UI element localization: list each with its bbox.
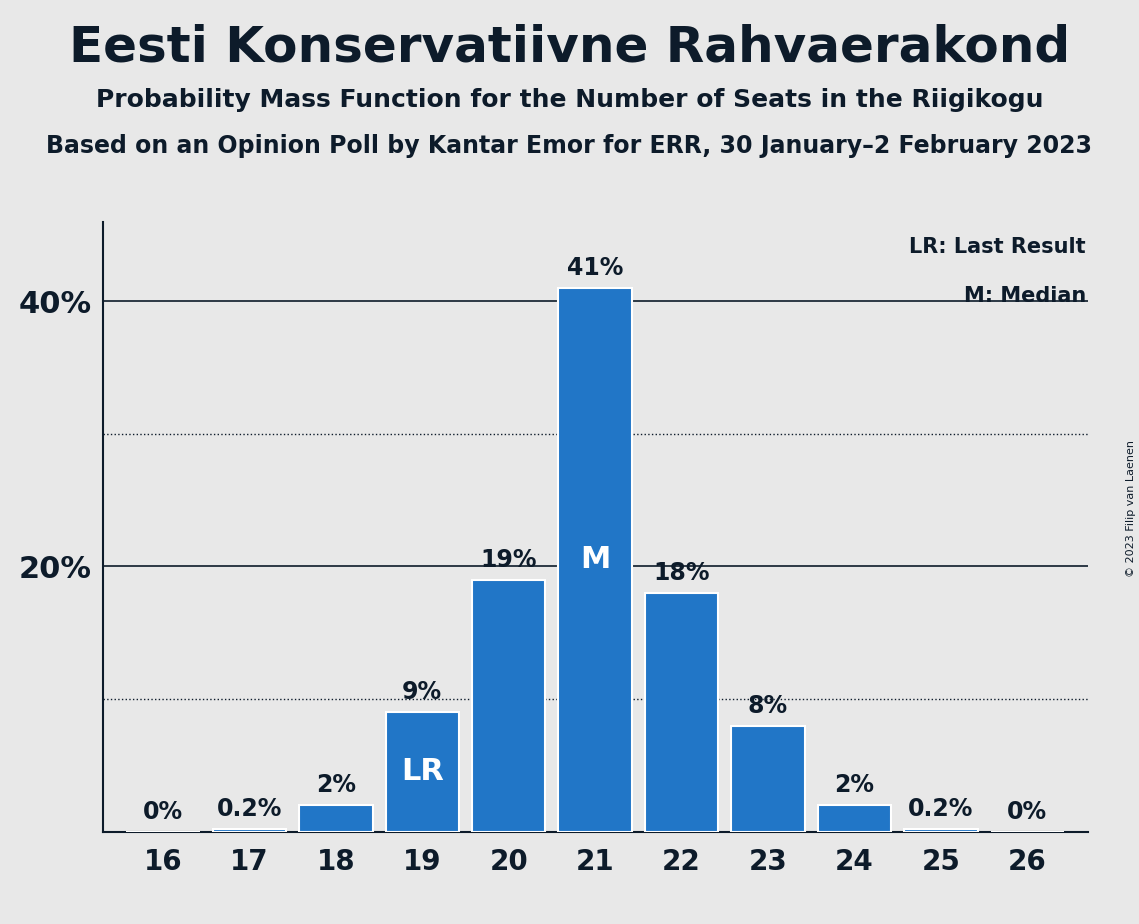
Text: M: Median: M: Median <box>964 286 1085 306</box>
Text: 0%: 0% <box>1007 799 1048 823</box>
Text: 2%: 2% <box>835 773 875 797</box>
Text: 2%: 2% <box>316 773 355 797</box>
Text: 18%: 18% <box>654 561 710 585</box>
Text: M: M <box>580 545 611 575</box>
Bar <box>645 593 719 832</box>
Text: © 2023 Filip van Laenen: © 2023 Filip van Laenen <box>1126 440 1136 577</box>
Text: 8%: 8% <box>748 694 788 718</box>
Bar <box>300 805 372 832</box>
Text: 9%: 9% <box>402 680 442 704</box>
Text: 19%: 19% <box>481 548 536 572</box>
Bar <box>385 712 459 832</box>
Bar <box>472 579 546 832</box>
Text: Based on an Opinion Poll by Kantar Emor for ERR, 30 January–2 February 2023: Based on an Opinion Poll by Kantar Emor … <box>47 134 1092 158</box>
Bar <box>818 805 891 832</box>
Bar <box>904 829 977 832</box>
Text: LR: Last Result: LR: Last Result <box>909 237 1085 257</box>
Bar <box>558 288 632 832</box>
Text: 41%: 41% <box>567 256 623 280</box>
Text: LR: LR <box>401 758 444 786</box>
Bar <box>213 829 286 832</box>
Bar <box>731 725 805 832</box>
Text: 0.2%: 0.2% <box>216 797 282 821</box>
Text: 0.2%: 0.2% <box>908 797 974 821</box>
Text: 0%: 0% <box>142 799 183 823</box>
Text: Eesti Konservatiivne Rahvaerakond: Eesti Konservatiivne Rahvaerakond <box>68 23 1071 71</box>
Text: Probability Mass Function for the Number of Seats in the Riigikogu: Probability Mass Function for the Number… <box>96 88 1043 112</box>
